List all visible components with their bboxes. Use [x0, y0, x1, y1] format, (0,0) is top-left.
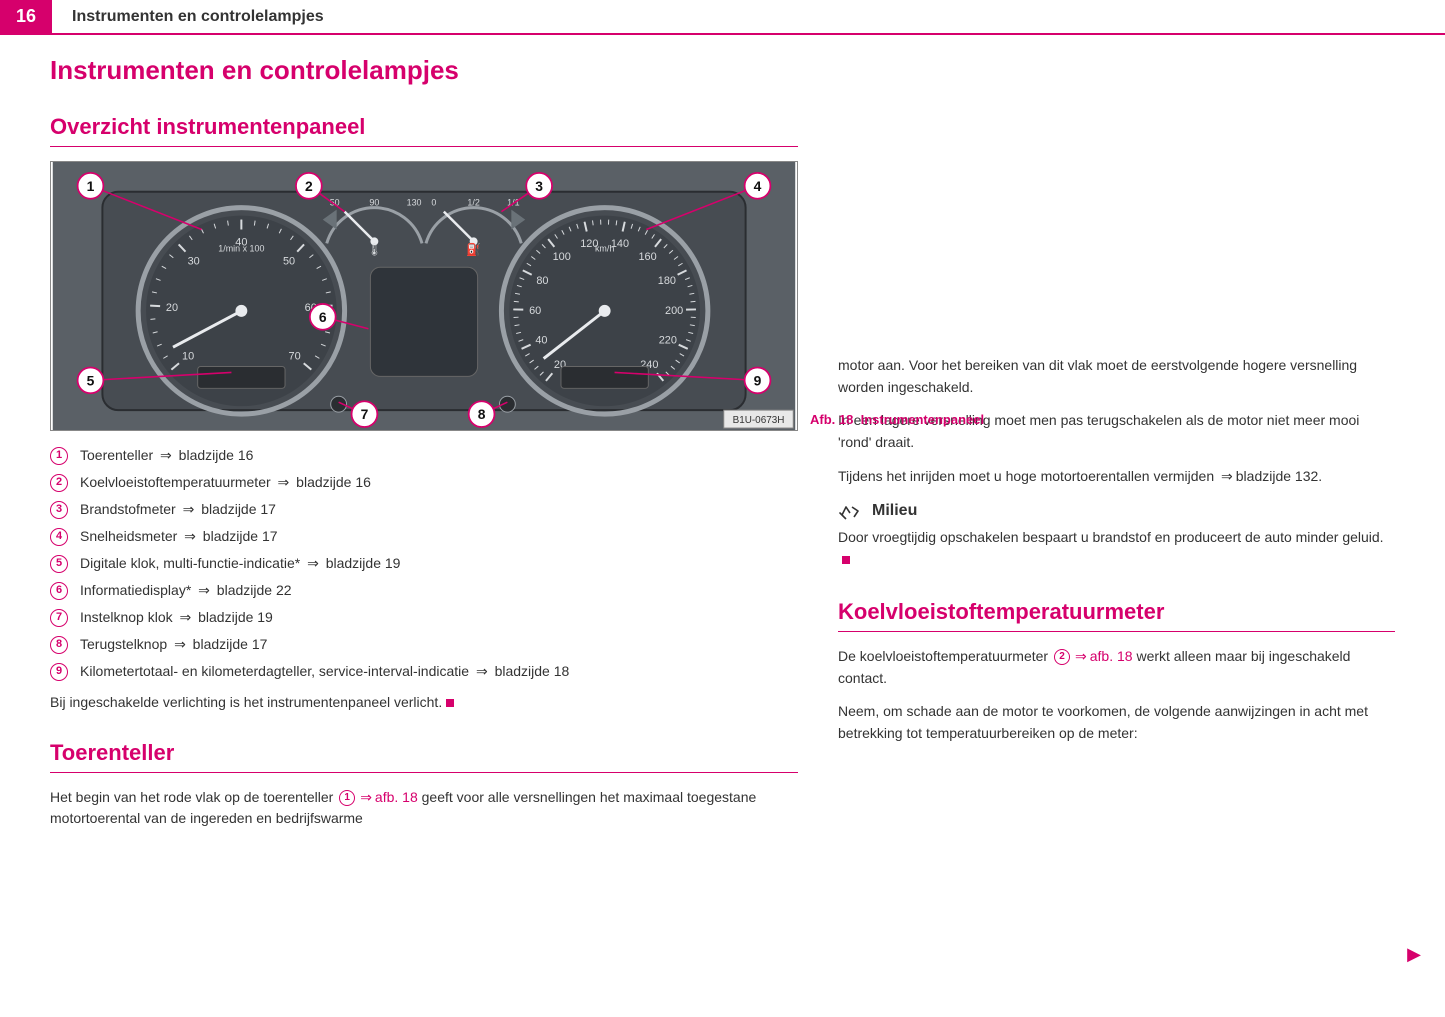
- svg-text:2: 2: [305, 178, 313, 194]
- svg-text:70: 70: [289, 351, 301, 363]
- svg-text:20: 20: [166, 302, 178, 314]
- milieu-title: Milieu: [872, 502, 917, 520]
- legend-item: 6 Informatiedisplay* ⇒ bladzijde 22: [50, 580, 798, 601]
- svg-text:0: 0: [431, 198, 436, 208]
- legend-text: Koelvloeistoftemperatuurmeter ⇒ bladzijd…: [80, 472, 371, 493]
- legend-circle: 4: [50, 528, 68, 546]
- legend-text: Kilometertotaal- en kilometerdagteller, …: [80, 661, 569, 682]
- figure-caption: Afb. 18 Instrumentenpaneel: [810, 412, 984, 427]
- legend-circle: 8: [50, 636, 68, 654]
- recycle-icon: [838, 501, 862, 521]
- end-marker-icon: [842, 556, 850, 564]
- svg-text:40: 40: [535, 335, 547, 347]
- svg-text:130: 130: [407, 198, 422, 208]
- svg-text:⛽: ⛽: [466, 242, 481, 256]
- ref-link-afb18[interactable]: afb. 18: [375, 789, 418, 805]
- legend-circle: 6: [50, 582, 68, 600]
- svg-text:10: 10: [182, 351, 194, 363]
- svg-text:8: 8: [478, 406, 486, 422]
- svg-text:6: 6: [319, 309, 327, 325]
- dashboard-figure: 102030405060701/min x 100204060801001201…: [50, 161, 798, 431]
- svg-text:200: 200: [665, 305, 683, 317]
- toerenteller-title: Toerenteller: [50, 740, 798, 773]
- legend-item: 5 Digitale klok, multi-functie-indicatie*…: [50, 553, 798, 574]
- legend-item: 7 Instelknop klok ⇒ bladzijde 19: [50, 607, 798, 628]
- legend-circle: 5: [50, 555, 68, 573]
- legend-item: 1 Toerenteller ⇒ bladzijde 16: [50, 445, 798, 466]
- legend-text: Toerenteller ⇒ bladzijde 16: [80, 445, 253, 466]
- svg-text:7: 7: [361, 406, 369, 422]
- ref-circle-1: 1: [339, 790, 355, 806]
- legend-circle: 2: [50, 474, 68, 492]
- section-title: Instrumenten en controlelampjes: [50, 55, 798, 86]
- svg-text:4: 4: [754, 178, 762, 194]
- svg-text:220: 220: [659, 335, 677, 347]
- koelvloeistof-title: Koelvloeistoftemperatuurmeter: [838, 599, 1395, 632]
- svg-text:80: 80: [536, 275, 548, 287]
- toerenteller-para1: Het begin van het rode vlak op de toeren…: [50, 787, 798, 830]
- legend-circle: 9: [50, 663, 68, 681]
- legend-text: Terugstelknop ⇒ bladzijde 17: [80, 634, 267, 655]
- legend-circle: 1: [50, 447, 68, 465]
- legend-item: 9 Kilometertotaal- en kilometerdagteller,…: [50, 661, 798, 682]
- svg-text:9: 9: [754, 372, 762, 388]
- legend-text: Informatiedisplay* ⇒ bladzijde 22: [80, 580, 292, 601]
- svg-text:1: 1: [87, 178, 95, 194]
- svg-text:50: 50: [283, 255, 295, 267]
- svg-text:60: 60: [529, 305, 541, 317]
- svg-text:5: 5: [87, 372, 95, 388]
- ref-circle-2: 2: [1054, 649, 1070, 665]
- legend-item: 2 Koelvloeistoftemperatuurmeter ⇒ bladzij…: [50, 472, 798, 493]
- toerenteller-cont3: Tijdens het inrijden moet u hoge motorto…: [838, 466, 1395, 488]
- end-marker-icon: [446, 699, 454, 707]
- dashboard-image: 102030405060701/min x 100204060801001201…: [50, 161, 798, 431]
- legend-text: Digitale klok, multi-functie-indicatie* …: [80, 553, 400, 574]
- toerenteller-cont1: motor aan. Voor het bereiken van dit vla…: [838, 355, 1395, 398]
- svg-text:B1U-0673H: B1U-0673H: [733, 415, 785, 426]
- legend-circle: 7: [50, 609, 68, 627]
- svg-text:1/min x 100: 1/min x 100: [218, 243, 264, 253]
- ref-link-afb18-b[interactable]: afb. 18: [1090, 648, 1133, 664]
- svg-text:90: 90: [369, 198, 379, 208]
- continue-arrow-icon: ▶: [1407, 944, 1421, 965]
- koelvloeistof-para2: Neem, om schade aan de motor te voorkome…: [838, 701, 1395, 744]
- subsection-overview: Overzicht instrumentenpaneel: [50, 114, 798, 147]
- svg-text:1/2: 1/2: [467, 198, 479, 208]
- svg-text:km/h: km/h: [595, 243, 614, 253]
- page-number: 16: [0, 0, 52, 33]
- svg-text:100: 100: [553, 251, 571, 263]
- legend-item: 8 Terugstelknop ⇒ bladzijde 17: [50, 634, 798, 655]
- svg-text:160: 160: [639, 251, 657, 263]
- page-header: 16 Instrumenten en controlelampjes: [0, 0, 1445, 35]
- legend-list: 1 Toerenteller ⇒ bladzijde 16 2 Koelvloeist…: [50, 445, 798, 682]
- svg-text:3: 3: [535, 178, 543, 194]
- legend-text: Snelheidsmeter ⇒ bladzijde 17: [80, 526, 278, 547]
- legend-text: Brandstofmeter ⇒ bladzijde 17: [80, 499, 276, 520]
- legend-footer: Bij ingeschakelde verlichting is het ins…: [50, 692, 798, 714]
- page-content: Instrumenten en controlelampjes Overzich…: [0, 55, 1445, 862]
- koelvloeistof-para1: De koelvloeistoftemperatuurmeter 2⇒afb. …: [838, 646, 1395, 689]
- svg-text:30: 30: [188, 255, 200, 267]
- legend-circle: 3: [50, 501, 68, 519]
- svg-text:180: 180: [658, 275, 676, 287]
- legend-text: Instelknop klok ⇒ bladzijde 19: [80, 607, 273, 628]
- svg-text:🌡: 🌡: [367, 242, 382, 256]
- milieu-text: Door vroegtijdig opschakelen bespaart u …: [838, 527, 1395, 570]
- legend-item: 4 Snelheidsmeter ⇒ bladzijde 17: [50, 526, 798, 547]
- legend-item: 3 Brandstofmeter ⇒ bladzijde 17: [50, 499, 798, 520]
- header-title: Instrumenten en controlelampjes: [52, 8, 324, 26]
- milieu-note: Milieu: [838, 501, 1395, 521]
